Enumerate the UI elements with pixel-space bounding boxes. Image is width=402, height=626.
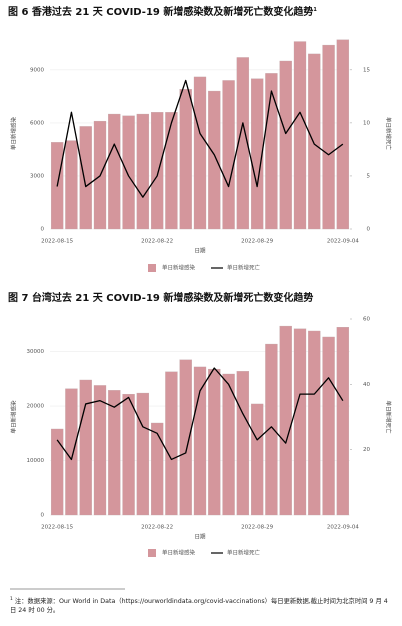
bar: [50, 428, 64, 516]
bar: [150, 422, 164, 516]
x-tick-label: 2022-08-22: [141, 525, 173, 531]
y2-tick-label: 20: [363, 447, 370, 453]
chart-title: 图 7 台湾过去 21 天 COVID-19 新增感染数及新增死亡数变化趋势: [8, 291, 313, 304]
y2-tick-label: 40: [363, 382, 370, 388]
legend-label: 单日新增感染: [162, 549, 196, 557]
bar: [265, 343, 278, 516]
legend-swatch: [148, 264, 156, 272]
line: [56, 79, 344, 198]
bar: [179, 89, 192, 230]
bar: [279, 60, 292, 230]
legend-label: 单日新增感染: [162, 264, 196, 272]
x-tick-label: 2022-08-29: [241, 525, 273, 531]
bar: [193, 366, 207, 516]
y-tick-label: 20000: [27, 404, 45, 410]
y-tick-label: 3000: [30, 173, 44, 179]
y-axis-label: 单日新增感染: [10, 117, 18, 151]
bar: [108, 113, 121, 230]
legend-swatch: [148, 549, 156, 557]
x-axis-label: 日期: [194, 534, 206, 541]
bar: [165, 371, 178, 516]
bar: [222, 373, 235, 516]
bar: [279, 325, 292, 516]
bar: [79, 379, 92, 516]
x-axis-label: 日期: [194, 248, 206, 255]
bar: [336, 39, 350, 230]
y-axis-label: 单日新增感染: [10, 400, 18, 434]
chart-title: 图 6 香港过去 21 天 COVID-19 新增感染数及新增死亡数变化趋势1: [8, 5, 317, 18]
bar: [165, 112, 178, 230]
bar: [136, 392, 150, 516]
x-tick-label: 2022-08-15: [41, 525, 73, 531]
title-note: 1: [313, 7, 317, 13]
legend-label: 单日新增死亡: [227, 264, 261, 272]
y-tick-label: 9000: [30, 67, 44, 73]
y-tick-label: 30000: [27, 349, 45, 355]
bar: [208, 90, 221, 230]
bar: [122, 393, 135, 516]
y2-tick-label: 5: [367, 173, 371, 179]
bar: [122, 115, 135, 230]
bar: [65, 388, 78, 516]
y-tick-label: 6000: [30, 120, 44, 126]
bar: [250, 78, 264, 230]
y2-axis-label: 单日新增死亡: [385, 117, 393, 151]
bar: [322, 336, 335, 516]
y-tick-label: 0: [41, 227, 45, 233]
bar: [250, 403, 264, 516]
y2-tick-label: 10: [363, 120, 370, 126]
bar: [93, 385, 107, 516]
footnote-text: 注：数据来源：Our World in Data（https://ourworl…: [10, 598, 388, 615]
bar: [308, 330, 321, 516]
bar: [108, 390, 121, 516]
y2-tick-label: 60: [363, 317, 370, 323]
bar: [222, 80, 235, 230]
footnote: 1 注：数据来源：Our World in Data（https://ourwo…: [10, 595, 392, 615]
x-tick-label: 2022-08-29: [241, 239, 273, 245]
bar: [79, 126, 92, 230]
x-tick-label: 2022-09-04: [327, 525, 359, 531]
line: [56, 367, 344, 461]
y2-axis-label: 单日新增死亡: [385, 400, 393, 434]
y2-tick-label: 15: [363, 67, 370, 73]
y-tick-label: 10000: [27, 458, 45, 464]
bar: [236, 371, 250, 516]
bar: [208, 368, 221, 516]
x-tick-label: 2022-09-04: [327, 239, 359, 245]
bar: [136, 113, 150, 230]
bar: [322, 44, 335, 230]
bar: [293, 328, 307, 516]
bar: [265, 73, 278, 230]
bar: [336, 327, 350, 516]
bar: [308, 53, 321, 230]
y-tick-label: 0: [41, 513, 45, 519]
bar: [179, 359, 192, 516]
bar: [65, 140, 78, 230]
footnote-mark: 1: [10, 597, 13, 602]
x-tick-label: 2022-08-22: [141, 239, 173, 245]
legend-label: 单日新增死亡: [227, 549, 261, 557]
bar: [193, 76, 207, 230]
bar: [236, 57, 250, 230]
x-tick-label: 2022-08-15: [41, 239, 73, 245]
y2-tick-label: 0: [367, 227, 371, 233]
bar: [293, 41, 307, 230]
bar: [150, 112, 164, 230]
